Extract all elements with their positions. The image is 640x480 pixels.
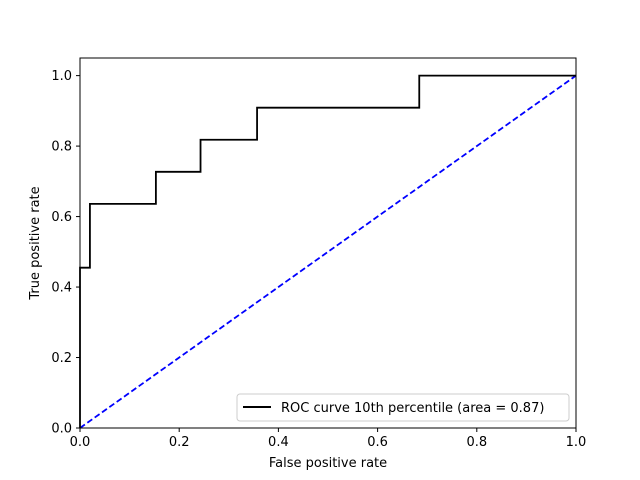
y-tick-label: 0.0: [51, 422, 72, 437]
x-tick-label: 1.0: [566, 435, 587, 450]
y-tick-label: 0.4: [51, 281, 72, 296]
x-tick-label: 0.0: [70, 435, 91, 450]
legend: ROC curve 10th percentile (area = 0.87): [236, 393, 570, 422]
y-tick-label: 1.0: [51, 69, 72, 84]
x-tick-label: 0.2: [169, 435, 190, 450]
series-layer: [79, 74, 577, 429]
y-tick-label: 0.8: [51, 140, 72, 155]
y-tick-label: 0.2: [51, 351, 72, 366]
x-axis-ticks: 0.0 0.2 0.4 0.6 0.8 1.0: [70, 428, 587, 450]
x-axis-label: False positive rate: [269, 456, 387, 471]
x-tick-label: 0.4: [268, 435, 289, 450]
legend-box: [236, 393, 570, 422]
x-tick-label: 0.8: [466, 435, 487, 450]
legend-label: ROC curve 10th percentile (area = 0.87): [281, 401, 544, 416]
plot-frame: [79, 57, 577, 429]
roc-curve-line: [79, 74, 576, 428]
chance-diagonal-line: [79, 74, 577, 429]
y-axis-ticks: 0.0 0.2 0.4 0.6 0.8 1.0: [51, 69, 80, 437]
y-tick-label: 0.6: [51, 210, 72, 225]
y-axis-label: True positive rate: [28, 186, 43, 300]
x-tick-label: 0.6: [367, 435, 388, 450]
